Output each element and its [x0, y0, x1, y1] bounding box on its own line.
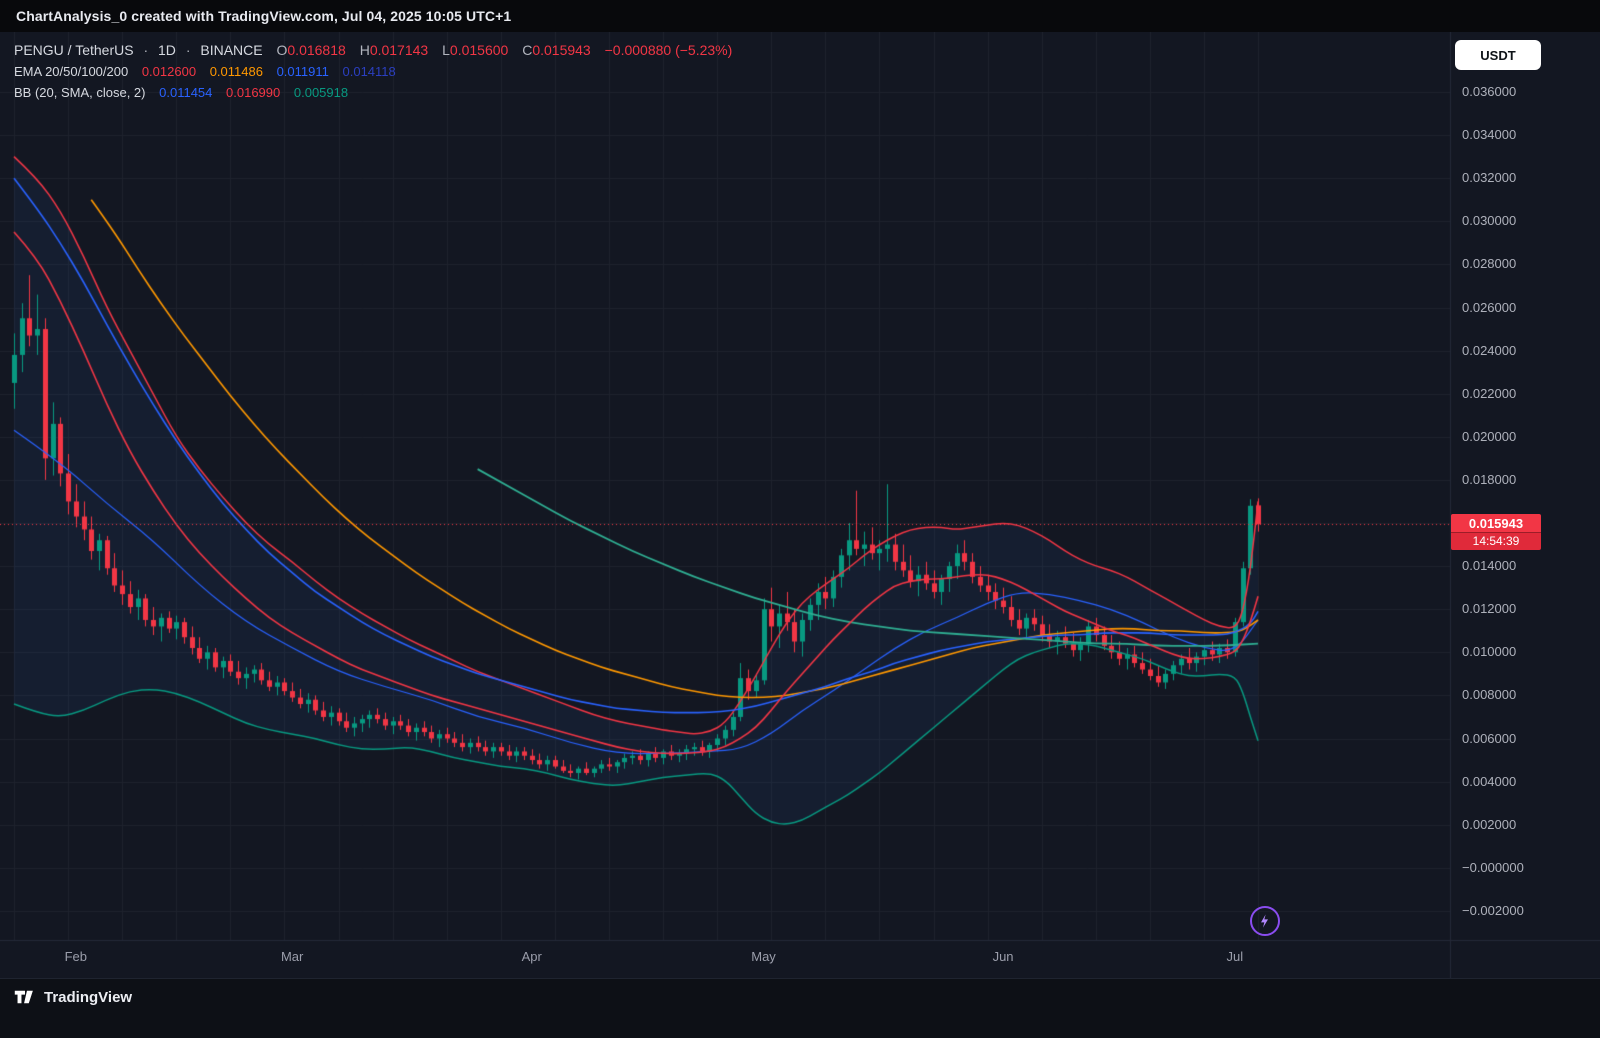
- price-tick-label: 0.022000: [1462, 385, 1517, 401]
- price-tick-label: 0.006000: [1462, 730, 1517, 746]
- price-tick-label: 0.030000: [1462, 213, 1517, 229]
- ema100-value: 0.011911: [276, 64, 329, 79]
- separator-dot: ·: [185, 42, 191, 58]
- chart-legend: PENGU / TetherUS · 1D · BINANCE O0.01681…: [14, 40, 738, 103]
- time-tick-label: Mar: [280, 949, 304, 964]
- separator-dot: ·: [143, 42, 149, 58]
- low-label: L: [442, 42, 450, 58]
- close-value: 0.015943: [532, 42, 591, 58]
- price-tick-label: 0.018000: [1462, 471, 1517, 487]
- high-label: H: [359, 42, 370, 58]
- bb-indicator-label[interactable]: BB (20, SMA, close, 2): [14, 85, 146, 100]
- low-value: 0.015600: [449, 42, 509, 58]
- price-scale[interactable]: 0.036000 0.034000 0.032000 0.030000 0.028000…: [1450, 32, 1600, 940]
- open-value: 0.016818: [287, 42, 346, 58]
- timeframe-label[interactable]: 1D: [158, 42, 176, 58]
- titlebar: ChartAnalysis_0 created with TradingView…: [0, 0, 1600, 32]
- time-tick-label: Apr: [521, 949, 542, 964]
- bb-lower-value: 0.005918: [293, 85, 349, 100]
- bb-upper-value: 0.016990: [226, 85, 281, 100]
- price-tick-label: 0.020000: [1462, 428, 1517, 444]
- tradingview-logo-icon[interactable]: [14, 989, 36, 1005]
- price-tick-label: 0.014000: [1462, 558, 1517, 574]
- symbol-name[interactable]: PENGU / TetherUS: [14, 42, 134, 58]
- price-tick-label: 0.026000: [1462, 299, 1517, 315]
- time-tick-label: Feb: [64, 949, 88, 964]
- price-tick-label: −0.000000: [1462, 859, 1524, 875]
- ema200-value: 0.014118: [342, 64, 396, 79]
- time-scale[interactable]: Feb Mar Apr May Jun Jul: [0, 940, 1600, 978]
- window-title: ChartAnalysis_0 created with TradingView…: [16, 8, 512, 24]
- currency-toggle-button[interactable]: USDT: [1455, 40, 1541, 70]
- ema-legend-row[interactable]: EMA 20/50/100/200 0.012600 0.011486 0.01…: [14, 61, 738, 82]
- ema50-value: 0.011486: [209, 64, 263, 79]
- price-tick-label: 0.004000: [1462, 773, 1517, 789]
- last-price-label: 0.015943: [1451, 514, 1541, 533]
- time-tick-label: Jul: [1226, 949, 1244, 964]
- time-tick-label: May: [751, 949, 776, 964]
- price-tick-label: 0.012000: [1462, 601, 1517, 617]
- high-value: 0.017143: [369, 42, 429, 58]
- boost-button[interactable]: [1250, 906, 1280, 936]
- price-tick-label: 0.034000: [1462, 127, 1517, 143]
- chart-area: PENGU / TetherUS · 1D · BINANCE O0.01681…: [0, 32, 1600, 978]
- symbol-legend-row[interactable]: PENGU / TetherUS · 1D · BINANCE O0.01681…: [14, 40, 738, 61]
- bb-basis-value: 0.011454: [159, 85, 213, 100]
- ema-indicator-label[interactable]: EMA 20/50/100/200: [14, 64, 129, 79]
- price-tick-label: 0.028000: [1462, 256, 1517, 272]
- price-tick-label: −0.002000: [1462, 902, 1524, 918]
- close-label: C: [522, 42, 533, 58]
- change-value: −0.000880 (−5.23%): [604, 42, 733, 58]
- time-tick-label: Jun: [992, 949, 1014, 964]
- bar-countdown-label: 14:54:39: [1451, 532, 1541, 551]
- price-tick-label: 0.036000: [1462, 84, 1517, 99]
- last-price-tag: 0.015943 14:54:39: [1451, 514, 1541, 551]
- price-tick-label: 0.024000: [1462, 342, 1517, 358]
- tradingview-brand[interactable]: TradingView: [44, 989, 133, 1006]
- open-label: O: [276, 42, 288, 58]
- bb-legend-row[interactable]: BB (20, SMA, close, 2) 0.011454 0.016990…: [14, 82, 738, 103]
- lightning-icon: [1257, 913, 1273, 929]
- exchange-label: BINANCE: [200, 42, 263, 58]
- price-tick-label: 0.032000: [1462, 170, 1517, 186]
- price-chart-canvas[interactable]: [0, 32, 1600, 978]
- footer: TradingView: [0, 978, 1600, 1038]
- ema20-value: 0.012600: [141, 64, 197, 79]
- price-tick-label: 0.008000: [1462, 687, 1517, 703]
- price-tick-label: 0.002000: [1462, 816, 1517, 832]
- price-tick-label: 0.010000: [1462, 644, 1517, 660]
